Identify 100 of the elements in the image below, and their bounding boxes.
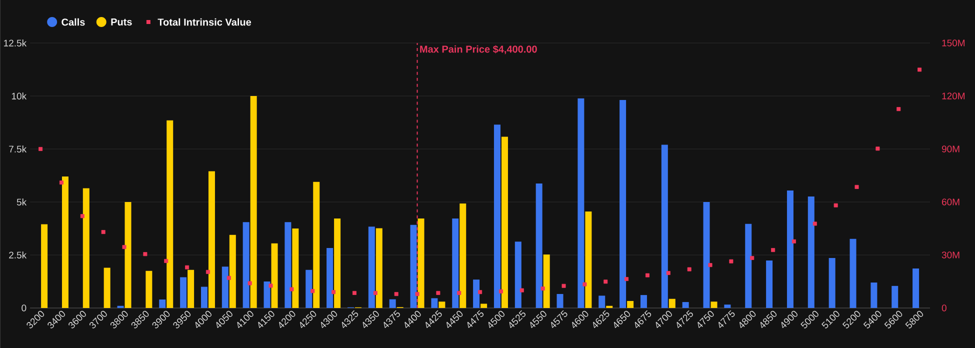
- bar: [536, 184, 542, 308]
- point: [540, 286, 545, 291]
- bar: [82, 188, 90, 308]
- point: [59, 180, 64, 185]
- bar: [724, 304, 731, 308]
- bar: [166, 120, 174, 308]
- bar: [271, 243, 278, 308]
- bar: [828, 258, 836, 308]
- bar: [460, 203, 466, 308]
- bar: [682, 302, 689, 308]
- point: [248, 281, 252, 286]
- point: [268, 284, 273, 288]
- point: [729, 259, 734, 264]
- bar: [292, 228, 299, 308]
- y2-tick-label: 90M: [942, 146, 960, 152]
- bar: [326, 248, 334, 308]
- point: [582, 282, 587, 286]
- bar: [640, 295, 647, 308]
- bar: [159, 300, 166, 308]
- point: [290, 287, 294, 292]
- bar: [188, 270, 194, 308]
- bar: [313, 182, 320, 308]
- bar: [543, 254, 550, 308]
- bar: [62, 176, 68, 308]
- point: [854, 184, 859, 189]
- bar: [376, 228, 382, 308]
- point: [666, 271, 670, 276]
- bar: [620, 100, 626, 308]
- point: [415, 292, 420, 296]
- bar: [480, 304, 488, 308]
- bar: [703, 202, 710, 308]
- point: [38, 147, 43, 151]
- y-tick-label: 12.5k: [4, 40, 27, 46]
- point: [457, 290, 462, 295]
- bar: [870, 282, 878, 308]
- y-tick-label: 7.5k: [9, 146, 27, 152]
- bar: [41, 224, 48, 308]
- bar: [306, 270, 312, 308]
- y-tick-label: 5k: [16, 198, 27, 206]
- legend-label: Calls: [62, 18, 85, 26]
- bar: [912, 268, 920, 308]
- bar: [710, 302, 718, 308]
- point: [143, 252, 148, 256]
- bar: [334, 218, 341, 308]
- bar: [892, 286, 898, 308]
- bar: [418, 218, 424, 308]
- bar: [668, 298, 676, 308]
- point: [562, 284, 566, 288]
- point: [122, 245, 126, 250]
- point: [310, 289, 315, 294]
- y-tick-label: 10k: [12, 92, 27, 100]
- bar: [494, 124, 500, 308]
- bar: [661, 144, 668, 308]
- point: [624, 277, 629, 282]
- point: [687, 267, 692, 272]
- point: [206, 270, 210, 274]
- bar: [627, 300, 634, 308]
- point: [226, 276, 231, 280]
- point: [101, 230, 106, 234]
- bar: [766, 260, 773, 308]
- bar: [808, 196, 814, 308]
- point: [750, 256, 754, 260]
- bar: [250, 96, 257, 308]
- bar: [208, 171, 215, 308]
- bar: [104, 268, 110, 308]
- point: [812, 222, 817, 226]
- point: [394, 292, 398, 296]
- bar: [745, 224, 752, 308]
- bar: [438, 302, 446, 308]
- bar: [431, 298, 438, 308]
- bar: [501, 136, 508, 308]
- point: [876, 146, 880, 151]
- bar: [585, 212, 592, 308]
- y2-tick-label: 0: [942, 304, 946, 312]
- point: [373, 290, 378, 295]
- point: [792, 239, 796, 244]
- point: [436, 290, 440, 295]
- point: [520, 288, 524, 292]
- bar: [242, 222, 250, 308]
- legend-label: Puts: [111, 18, 132, 26]
- bar: [556, 294, 564, 308]
- bar: [389, 299, 396, 308]
- point: [164, 259, 168, 263]
- bar: [222, 266, 228, 308]
- bar: [410, 224, 417, 308]
- bar: [598, 296, 606, 308]
- point: [352, 290, 356, 295]
- point: [498, 289, 503, 294]
- bar: [284, 222, 292, 308]
- y2-tick-label: 30M: [942, 252, 960, 258]
- y2-tick-label: 120M: [942, 92, 965, 100]
- ref-line-label: Max Pain Price $4,400.00: [420, 45, 537, 54]
- y2-tick-label: 60M: [942, 198, 960, 206]
- y-tick-label: 0: [22, 304, 26, 312]
- y2-tick-label: 150M: [942, 40, 965, 46]
- bar: [452, 218, 459, 308]
- bar: [124, 202, 132, 308]
- point: [185, 265, 190, 270]
- bar: [578, 98, 584, 308]
- point: [645, 273, 650, 278]
